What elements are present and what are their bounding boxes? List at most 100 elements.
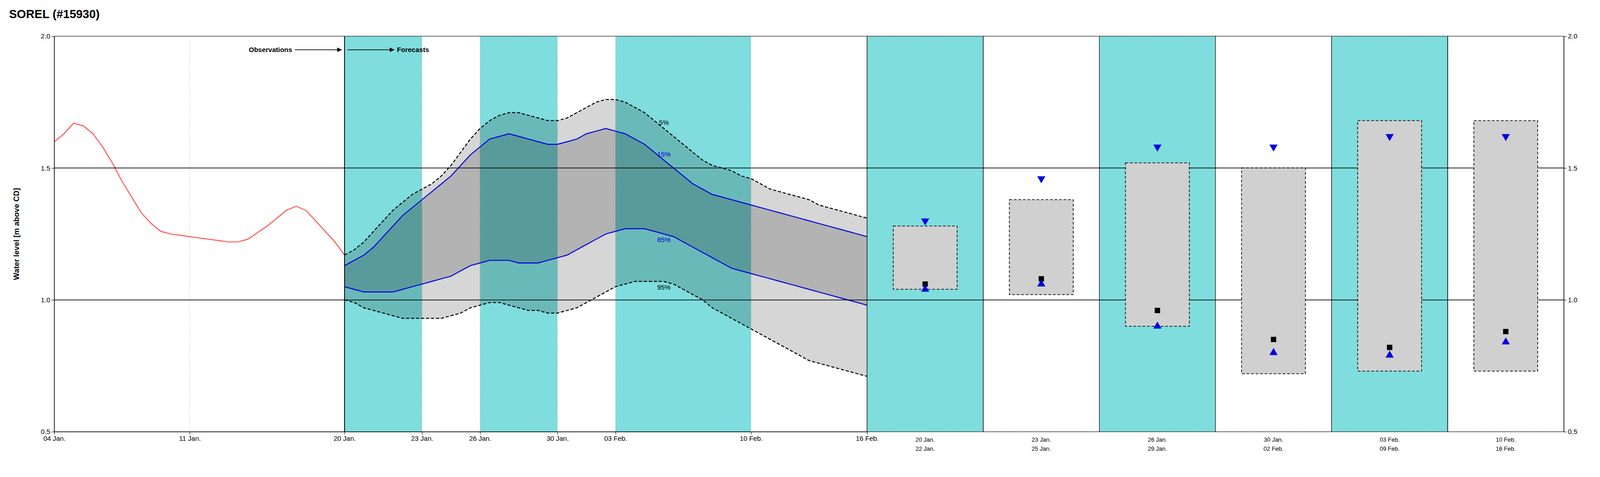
- percentile-line: [344, 281, 868, 377]
- plot-area: [1447, 36, 1564, 432]
- series-label: 15%: [656, 150, 671, 158]
- grid-line: [867, 167, 984, 169]
- percentile-line: [344, 228, 868, 305]
- category-label: 20 Jan.: [915, 435, 935, 443]
- plot-frame: [1215, 36, 1332, 432]
- reference-line: [867, 299, 984, 301]
- tick: 1.5: [40, 164, 55, 172]
- marker: [1153, 321, 1162, 329]
- reference-line: [983, 167, 1100, 169]
- category-label: 26 Jan.: [1147, 435, 1168, 443]
- tick: 0.5: [40, 427, 55, 435]
- title: SOREL (#15930): [9, 7, 100, 21]
- tick: 0.5: [1563, 427, 1578, 435]
- series-label: 5%: [659, 118, 670, 127]
- marker: [1503, 328, 1509, 335]
- annotation: Forecasts: [396, 45, 430, 54]
- tick-label: 03 Feb.: [604, 434, 628, 442]
- box-panel: 20 Jan.22 Jan.: [867, 36, 984, 452]
- tick: 03 Feb.: [604, 431, 628, 442]
- marker: [1153, 144, 1162, 152]
- tick: 23 Jan.: [410, 431, 434, 442]
- plot-area: [1331, 36, 1448, 432]
- marker: [920, 218, 930, 226]
- category-label: 09 Feb.: [1379, 444, 1400, 452]
- series-label: 95%: [656, 283, 671, 291]
- category-label: 03 Feb.: [1379, 435, 1400, 443]
- marker: [920, 284, 930, 292]
- axis-domain: [51, 36, 55, 432]
- tick: 1.5: [1563, 164, 1578, 172]
- category-label: 22 Jan.: [915, 444, 935, 452]
- tick: 1.0: [1563, 295, 1578, 304]
- plot-frame: [867, 36, 984, 432]
- box-panel: 10 Feb.16 Feb.0.51.01.52.0: [1447, 32, 1578, 452]
- tick-label: 1.0: [1567, 295, 1578, 304]
- box: [1357, 120, 1422, 371]
- tick: 30 Jan.: [546, 431, 569, 442]
- fan-band: [344, 99, 868, 377]
- tick: 10 Feb.: [739, 431, 763, 442]
- grid-line: [867, 299, 984, 300]
- category-label: 30 Jan.: [1264, 435, 1284, 443]
- box-panel: 23 Jan.25 Jan.: [983, 36, 1100, 452]
- tick-label: 11 Jan.: [179, 434, 201, 442]
- marker: [1269, 347, 1278, 355]
- grid-line: [983, 167, 1100, 169]
- category-label: 10 Feb.: [1496, 435, 1516, 443]
- tick-label: 0.5: [40, 427, 51, 435]
- marker: [1387, 344, 1393, 350]
- tick-mark: [1563, 299, 1567, 301]
- plot-area: [867, 36, 984, 432]
- y-axis-title: Water level [m above CD]: [12, 187, 21, 280]
- tick-label: 30 Jan.: [546, 434, 569, 442]
- plot-area: [54, 36, 868, 432]
- marker: [1385, 350, 1394, 358]
- box: [1125, 162, 1190, 326]
- grid-line: [344, 36, 345, 432]
- tick-label: 1.5: [1567, 164, 1578, 172]
- marker: [1501, 133, 1511, 142]
- panel-shading: [1099, 36, 1216, 432]
- y-axis-right: 0.51.01.52.0: [1563, 32, 1578, 435]
- plot-area: [1099, 36, 1216, 432]
- tick-label: 23 Jan.: [410, 434, 434, 442]
- annotation-arrow: [347, 49, 395, 50]
- axis-domain: [1564, 36, 1567, 432]
- tick: 16 Feb.: [855, 431, 879, 442]
- percentile-line: [344, 99, 868, 255]
- tick: 20 Jan.: [333, 431, 356, 442]
- reference-line: [1215, 167, 1332, 169]
- x-axis: 04 Jan.11 Jan.20 Jan.23 Jan.26 Jan.30 Ja…: [43, 431, 879, 442]
- marker: [1385, 133, 1394, 142]
- tick-label: 0.5: [1567, 427, 1578, 435]
- y-axis: 0.51.01.52.0: [40, 32, 55, 435]
- tick: 11 Jan.: [179, 431, 201, 442]
- tick-label: 2.0: [40, 32, 51, 40]
- box: [1241, 167, 1306, 373]
- box: [1009, 199, 1074, 295]
- plot-frame: [54, 36, 868, 432]
- tick-mark: [1563, 431, 1567, 432]
- reference-line: [867, 167, 984, 169]
- plot-frame: [1331, 36, 1448, 432]
- plot-area: [1215, 36, 1332, 432]
- category-label: 25 Jan.: [1031, 444, 1052, 452]
- box-panel: 03 Feb.09 Feb.: [1331, 36, 1448, 452]
- plot-frame: [1447, 36, 1564, 432]
- tick-label: 16 Feb.: [855, 434, 879, 442]
- cutoff-line: [344, 36, 345, 432]
- tick-label: 10 Feb.: [739, 434, 763, 442]
- category-label: 23 Jan.: [1031, 435, 1052, 443]
- tick-mark: [1563, 36, 1567, 37]
- fan-band: [344, 128, 868, 305]
- tick-mark: [51, 431, 55, 432]
- marker: [1501, 337, 1511, 345]
- plot-frame: [983, 36, 1100, 432]
- grid-line: [54, 167, 868, 169]
- series-label: 85%: [656, 235, 671, 244]
- marker: [1037, 278, 1046, 287]
- category-label: 29 Jan.: [1147, 444, 1168, 452]
- chart: SOREL (#15930)5%15%85%95%ObservationsFor…: [0, 0, 1600, 477]
- grid-line: [1215, 167, 1332, 169]
